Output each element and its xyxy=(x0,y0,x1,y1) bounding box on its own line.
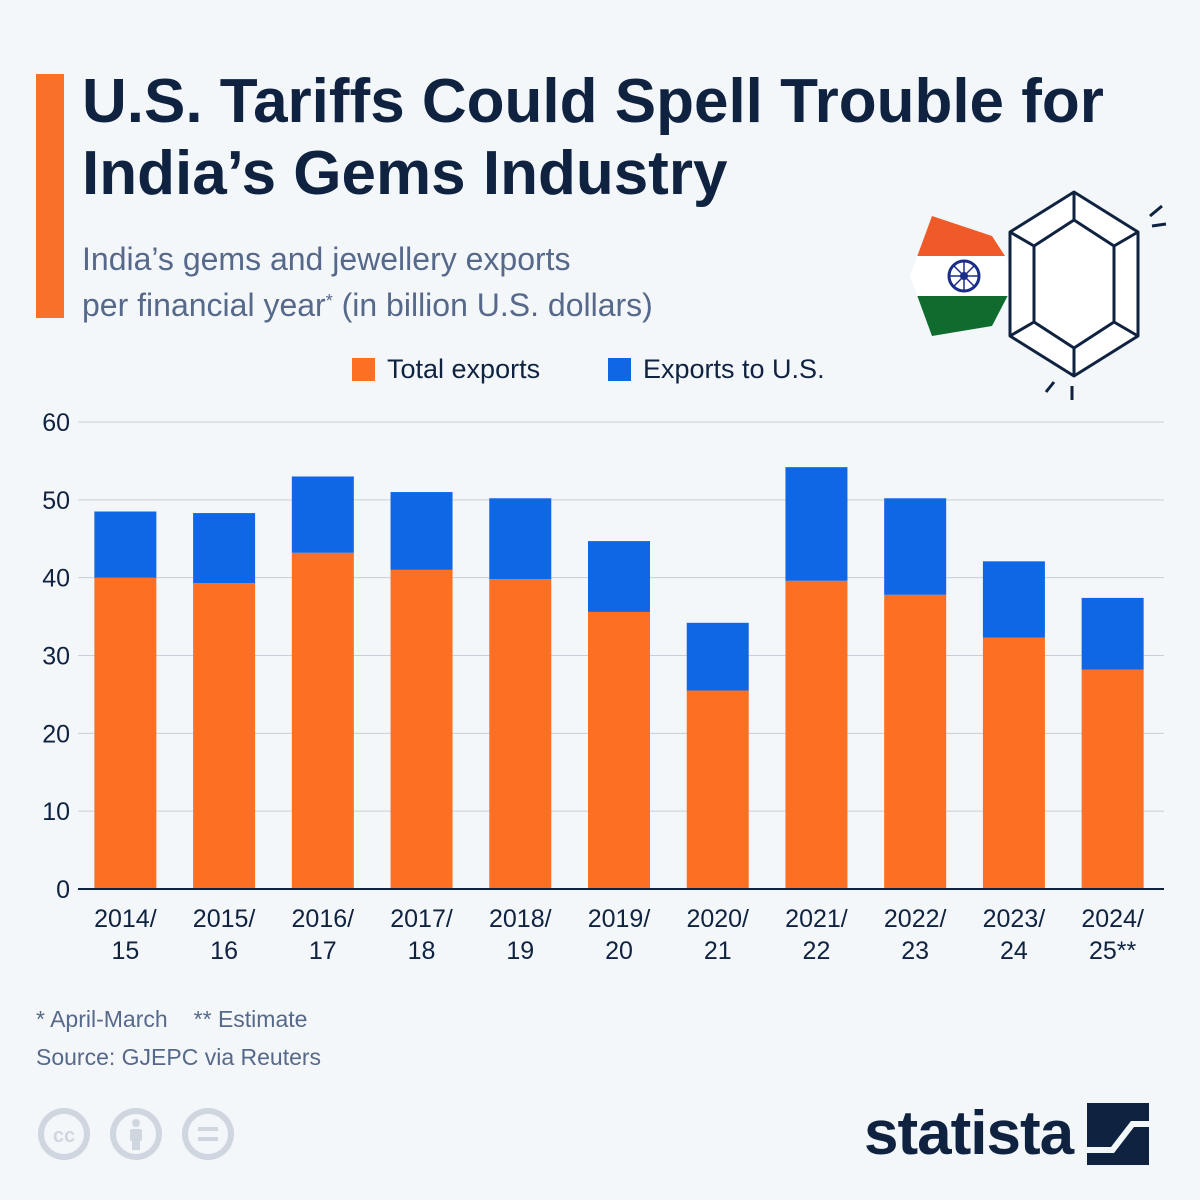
india-flag-icon xyxy=(910,216,1018,336)
chart-title: U.S. Tariffs Could Spell Trouble for Ind… xyxy=(82,67,1104,208)
legend-label-total: Total exports xyxy=(387,354,541,384)
legend-swatch-total xyxy=(352,358,375,381)
subtitle-footnote-mark: * xyxy=(325,291,333,311)
x-tick-label: 25** xyxy=(1089,937,1137,965)
bar-total-exports xyxy=(1081,669,1144,889)
x-tick-label: 16 xyxy=(210,937,238,965)
gem-icon xyxy=(1008,190,1167,400)
svg-text:cc: cc xyxy=(53,1125,75,1147)
x-tick-label: 2015/ xyxy=(193,905,256,933)
cc-icon[interactable]: cc xyxy=(38,1108,90,1160)
stacked-bar-chart: 0 10 20 30 40 50 60 2014/15 2015/16 2016/17 2017/1… xyxy=(42,409,1164,965)
bar-total-exports xyxy=(884,594,947,889)
nd-icon[interactable] xyxy=(182,1108,234,1160)
bar-total-exports xyxy=(390,569,453,889)
by-icon[interactable] xyxy=(110,1108,162,1160)
bar-exports-to-us xyxy=(785,467,848,581)
bar-total-exports xyxy=(982,637,1045,889)
title-accent-bar xyxy=(36,74,64,318)
legend-item-total: Total exports xyxy=(352,354,540,385)
bar-exports-to-us xyxy=(193,513,256,584)
statista-logo-icon xyxy=(1087,1102,1150,1165)
footnote-april-march: * April-March xyxy=(36,1006,168,1032)
x-tick-label: 20 xyxy=(605,937,633,965)
subtitle-line-2-start: per financial year xyxy=(82,287,326,323)
subtitle-line-2-end: (in billion U.S. dollars) xyxy=(332,287,653,323)
bar-exports-to-us xyxy=(982,561,1045,638)
x-tick-label: 2021/ xyxy=(785,905,848,933)
x-tick-label: 17 xyxy=(309,937,337,965)
bar-total-exports xyxy=(193,583,256,889)
bar-total-exports xyxy=(291,552,354,889)
x-tick-label: 2023/ xyxy=(983,905,1046,933)
x-tick-label: 22 xyxy=(803,937,831,965)
bar-total-exports xyxy=(686,690,749,889)
y-tick-label: 0 xyxy=(56,876,70,904)
statista-logo[interactable]: statista xyxy=(864,1098,1150,1169)
x-tick-label: 23 xyxy=(901,937,929,965)
footnote-estimate: ** Estimate xyxy=(193,1006,308,1032)
x-tick-label: 15 xyxy=(111,937,139,965)
x-tick-label: 19 xyxy=(506,937,534,965)
subtitle-line-1: India’s gems and jewellery exports xyxy=(82,241,571,277)
legend-swatch-us xyxy=(608,358,631,381)
bar-exports-to-us xyxy=(1081,597,1144,670)
x-tick-label: 2022/ xyxy=(884,905,947,933)
y-tick-label: 30 xyxy=(42,643,70,671)
x-tick-label: 2018/ xyxy=(489,905,552,933)
chart-legend: Total exports Exports to U.S. xyxy=(0,354,1200,388)
y-tick-label: 60 xyxy=(42,409,70,437)
y-tick-label: 50 xyxy=(42,487,70,515)
bar-exports-to-us xyxy=(884,498,947,595)
bar-exports-to-us xyxy=(390,492,453,570)
x-tick-label: 24 xyxy=(1000,937,1028,965)
x-tick-label: 18 xyxy=(408,937,436,965)
chart-subtitle: India’s gems and jewellery exports per f… xyxy=(82,236,842,328)
x-tick-label: 2014/ xyxy=(94,905,157,933)
x-tick-label: 2016/ xyxy=(292,905,355,933)
footnote-row: * April-March ** Estimate xyxy=(36,1000,321,1038)
bar-exports-to-us xyxy=(588,541,650,612)
license-icons: cc xyxy=(38,1108,234,1160)
x-tick-label: 2020/ xyxy=(686,905,749,933)
bar-total-exports xyxy=(785,580,848,889)
x-tick-label: 21 xyxy=(704,937,732,965)
footnotes: * April-March ** Estimate Source: GJEPC v… xyxy=(36,1000,321,1076)
legend-label-us: Exports to U.S. xyxy=(643,354,825,384)
subtitle-line-2: per financial year* (in billion U.S. dol… xyxy=(82,282,842,328)
x-tick-label: 2017/ xyxy=(390,905,453,933)
y-tick-label: 10 xyxy=(42,798,70,826)
gem-illustration xyxy=(910,190,1167,400)
y-tick-label: 40 xyxy=(42,565,70,593)
y-tick-label: 20 xyxy=(42,720,70,748)
bar-total-exports xyxy=(588,611,650,889)
bar-exports-to-us xyxy=(291,476,354,553)
bar-total-exports xyxy=(489,579,552,889)
legend-item-us: Exports to U.S. xyxy=(608,354,825,385)
bar-total-exports xyxy=(94,577,157,889)
x-tick-label: 2019/ xyxy=(588,905,651,933)
bar-exports-to-us xyxy=(489,498,552,580)
bar-exports-to-us xyxy=(94,511,157,578)
source-note: Source: GJEPC via Reuters xyxy=(36,1044,322,1070)
bar-exports-to-us xyxy=(686,622,749,691)
logo-text: statista xyxy=(864,1099,1074,1168)
x-tick-label: 2024/ xyxy=(1081,905,1144,933)
